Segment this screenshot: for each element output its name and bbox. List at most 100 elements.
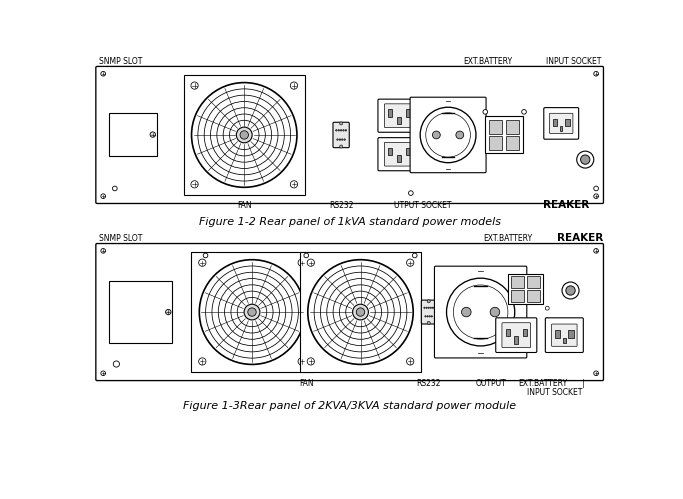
Circle shape bbox=[337, 139, 338, 140]
Circle shape bbox=[431, 316, 432, 317]
Circle shape bbox=[522, 110, 527, 114]
Circle shape bbox=[408, 191, 413, 196]
Text: REAKER: REAKER bbox=[557, 233, 604, 243]
Text: Figure 1-2 Rear panel of 1kVA standard power models: Figure 1-2 Rear panel of 1kVA standard p… bbox=[199, 218, 501, 228]
FancyBboxPatch shape bbox=[545, 318, 583, 352]
Circle shape bbox=[426, 307, 428, 308]
Bar bbox=[560, 126, 562, 131]
Text: REAKER: REAKER bbox=[543, 201, 589, 211]
Bar bbox=[406, 148, 410, 155]
Circle shape bbox=[150, 132, 156, 137]
Bar bbox=[109, 113, 156, 156]
Circle shape bbox=[352, 304, 368, 320]
FancyBboxPatch shape bbox=[378, 99, 421, 132]
Circle shape bbox=[248, 308, 256, 316]
Bar bbox=[109, 281, 172, 343]
FancyBboxPatch shape bbox=[96, 66, 604, 204]
Circle shape bbox=[594, 194, 598, 199]
FancyBboxPatch shape bbox=[385, 104, 414, 128]
Text: SNMP SLOT: SNMP SLOT bbox=[99, 57, 143, 66]
Circle shape bbox=[447, 278, 515, 346]
Circle shape bbox=[490, 307, 500, 317]
Circle shape bbox=[236, 127, 252, 143]
Circle shape bbox=[101, 249, 106, 253]
Circle shape bbox=[432, 131, 441, 139]
Bar bbox=[512, 276, 524, 288]
Circle shape bbox=[339, 145, 343, 148]
Circle shape bbox=[342, 139, 343, 140]
Bar bbox=[553, 119, 557, 126]
Text: OUTPUT: OUTPUT bbox=[476, 379, 507, 388]
Circle shape bbox=[307, 259, 314, 266]
Circle shape bbox=[340, 130, 342, 131]
Circle shape bbox=[290, 82, 298, 89]
Circle shape bbox=[298, 259, 305, 266]
Circle shape bbox=[101, 194, 106, 199]
Text: |: | bbox=[582, 379, 584, 388]
Circle shape bbox=[101, 71, 106, 76]
Circle shape bbox=[357, 308, 365, 316]
Circle shape bbox=[428, 307, 430, 308]
Bar bbox=[397, 117, 402, 124]
Circle shape bbox=[101, 371, 106, 376]
Circle shape bbox=[430, 307, 432, 308]
Circle shape bbox=[427, 300, 430, 303]
Text: EXT.BATTERY: EXT.BATTERY bbox=[484, 234, 533, 243]
Circle shape bbox=[594, 371, 598, 376]
Circle shape bbox=[165, 309, 171, 315]
Circle shape bbox=[298, 358, 305, 365]
Circle shape bbox=[594, 249, 598, 253]
Bar bbox=[527, 290, 540, 301]
Circle shape bbox=[345, 130, 347, 131]
Circle shape bbox=[199, 259, 305, 364]
Circle shape bbox=[304, 253, 309, 258]
Circle shape bbox=[307, 358, 314, 365]
Bar bbox=[300, 252, 421, 372]
FancyBboxPatch shape bbox=[333, 122, 349, 148]
FancyBboxPatch shape bbox=[496, 318, 537, 352]
Bar bbox=[555, 330, 560, 338]
FancyBboxPatch shape bbox=[421, 300, 436, 324]
Circle shape bbox=[594, 71, 598, 76]
Text: FAN: FAN bbox=[299, 379, 313, 388]
Circle shape bbox=[545, 306, 549, 310]
Circle shape bbox=[429, 316, 430, 317]
FancyBboxPatch shape bbox=[410, 97, 486, 173]
Bar bbox=[505, 120, 519, 134]
FancyBboxPatch shape bbox=[544, 108, 579, 139]
Bar bbox=[505, 136, 519, 150]
Circle shape bbox=[203, 253, 208, 258]
Circle shape bbox=[191, 82, 198, 89]
Bar bbox=[397, 155, 402, 162]
Circle shape bbox=[344, 139, 346, 140]
FancyBboxPatch shape bbox=[385, 142, 414, 166]
Circle shape bbox=[113, 186, 117, 191]
Circle shape bbox=[343, 130, 344, 131]
Bar bbox=[523, 329, 527, 336]
Circle shape bbox=[427, 321, 430, 324]
Text: UTPUT SOCKET: UTPUT SOCKET bbox=[394, 202, 451, 211]
Text: SNMP SLOT: SNMP SLOT bbox=[99, 234, 143, 243]
Circle shape bbox=[581, 155, 590, 164]
Circle shape bbox=[413, 253, 417, 258]
Text: INPUT SOCKET: INPUT SOCKET bbox=[546, 57, 602, 66]
Circle shape bbox=[456, 131, 464, 139]
Bar bbox=[488, 136, 502, 150]
Text: EXT.BATTERY: EXT.BATTERY bbox=[464, 57, 513, 66]
Circle shape bbox=[425, 316, 426, 317]
Bar bbox=[514, 336, 518, 344]
FancyBboxPatch shape bbox=[552, 324, 577, 346]
Circle shape bbox=[462, 307, 471, 317]
Bar bbox=[568, 330, 574, 338]
Bar bbox=[512, 290, 524, 301]
Circle shape bbox=[191, 181, 198, 188]
Bar bbox=[191, 252, 313, 372]
Circle shape bbox=[576, 151, 594, 168]
Bar bbox=[388, 148, 392, 155]
Bar bbox=[484, 116, 523, 153]
Circle shape bbox=[308, 259, 413, 364]
Bar bbox=[565, 119, 570, 126]
Circle shape bbox=[432, 307, 434, 308]
Circle shape bbox=[290, 181, 298, 188]
Circle shape bbox=[566, 286, 575, 295]
